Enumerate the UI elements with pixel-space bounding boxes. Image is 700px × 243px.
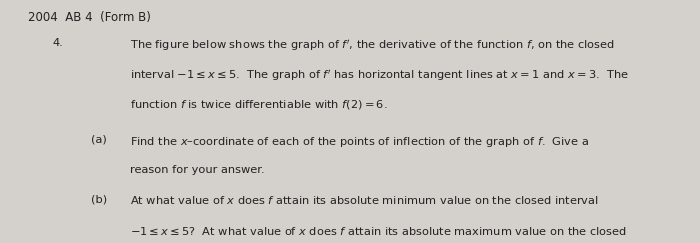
Text: (b): (b) bbox=[91, 194, 107, 204]
Text: (a): (a) bbox=[91, 135, 106, 145]
Text: function $f$ is twice differentiable with $f(2)=6$.: function $f$ is twice differentiable wit… bbox=[130, 98, 387, 111]
Text: The figure below shows the graph of $f'$, the derivative of the function $f$, on: The figure below shows the graph of $f'$… bbox=[130, 38, 615, 53]
Text: 4.: 4. bbox=[52, 38, 63, 48]
Text: reason for your answer.: reason for your answer. bbox=[130, 165, 264, 175]
Text: Find the $x$–coordinate of each of the points of inflection of the graph of $f$.: Find the $x$–coordinate of each of the p… bbox=[130, 135, 589, 149]
Text: interval $-1\leq x\leq 5$.  The graph of $f'$ has horizontal tangent lines at $x: interval $-1\leq x\leq 5$. The graph of … bbox=[130, 68, 629, 83]
Text: 2004  AB 4  (Form B): 2004 AB 4 (Form B) bbox=[28, 11, 151, 24]
Text: $-1\leq x\leq 5$?  At what value of $x$ does $f$ attain its absolute maximum val: $-1\leq x\leq 5$? At what value of $x$ d… bbox=[130, 225, 626, 237]
Text: At what value of $x$ does $f$ attain its absolute minimum value on the closed in: At what value of $x$ does $f$ attain its… bbox=[130, 194, 598, 206]
